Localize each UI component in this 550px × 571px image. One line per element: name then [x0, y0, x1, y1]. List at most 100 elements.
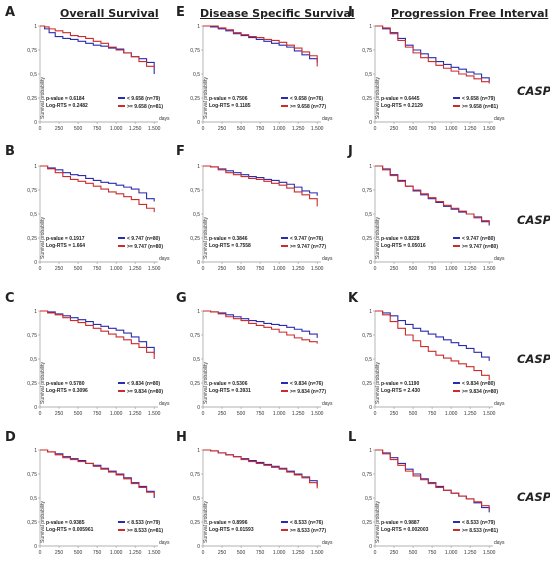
y-tick-label-l: 0,25: [362, 520, 372, 526]
panel-letter-b: B: [5, 144, 15, 159]
panel-letter-g: G: [176, 291, 187, 306]
x-tick-label-a: 500: [74, 126, 83, 132]
pvalue-text-h: p-value = 0.8996: [209, 520, 248, 526]
x-tick-label-j: 1.000: [445, 266, 458, 272]
x-tick-label-i: 0: [374, 126, 377, 132]
pvalue-text-g: p-value = 0.5306: [209, 381, 248, 387]
y-tick-label-f: 0,25: [190, 236, 200, 242]
survival-curve-low-b: [40, 165, 155, 202]
pvalue-text-d: p-value = 0.9385: [46, 520, 85, 526]
survival-curve-low-d: [40, 449, 155, 498]
survival-curve-low-e: [203, 25, 318, 63]
gene-label-casp9: CASP9: [517, 490, 550, 504]
y-tick-label-d: 0,25: [27, 520, 37, 526]
survival-curve-low-j: [375, 165, 490, 226]
y-axis-label-a: Survival probability: [40, 77, 46, 119]
survival-curve-low-i: [375, 25, 490, 82]
x-tick-label-g: 1.250: [292, 411, 305, 417]
x-unit-label-i: days: [494, 116, 505, 122]
x-unit-label-h: days: [322, 540, 333, 546]
y-tick-label-h: 1: [197, 448, 200, 454]
y-tick-label-l: 0,5: [365, 496, 372, 502]
x-tick-label-e: 0: [202, 126, 205, 132]
legend-label-low-h: < 8.533 (n=76): [290, 520, 323, 526]
x-tick-label-f: 0: [202, 266, 205, 272]
x-tick-label-h: 250: [218, 550, 227, 556]
column-title-disease-specific-survival: Disease Specific Survival: [200, 7, 355, 20]
km-chart-pfi-casp3: 0 0,25 0,5 0,75 1 0 250 500 750 1.000 1.250 1.500 da…: [362, 24, 505, 132]
x-tick-label-b: 500: [74, 266, 83, 272]
x-tick-label-d: 1.000: [110, 550, 123, 556]
survival-curve-low-k: [375, 310, 490, 361]
km-chart-os-casp3: 0 0,25 0,5 0,75 1 0 250 500 750 1.000 1.250 1.500 da…: [27, 24, 170, 132]
x-tick-label-l: 0: [374, 550, 377, 556]
survival-curve-low-f: [203, 165, 318, 196]
survival-curve-high-b: [40, 165, 155, 213]
x-unit-label-c: days: [159, 401, 170, 407]
survival-curve-high-c: [40, 310, 155, 359]
pvalue-text-c: p-value = 0.5780: [46, 381, 85, 387]
y-tick-label-i: 0,75: [362, 48, 372, 54]
y-tick-label-c: 0,75: [27, 333, 37, 339]
x-tick-label-d: 250: [55, 550, 64, 556]
x-tick-label-k: 750: [428, 411, 437, 417]
logrank-text-f: Log-RTS = 0.7558: [209, 243, 251, 249]
x-tick-label-j: 1.500: [483, 266, 496, 272]
legend-label-high-a: >= 9.658 (n=81): [127, 104, 163, 110]
y-tick-label-b: 0,25: [27, 236, 37, 242]
column-title-progression-free-interval: Progression Free Interval: [391, 7, 549, 20]
pvalue-text-i: p-value = 0.6445: [381, 96, 420, 102]
x-unit-label-a: days: [159, 116, 170, 122]
x-tick-label-k: 1.500: [483, 411, 496, 417]
x-tick-label-l: 500: [409, 550, 418, 556]
pvalue-text-b: p-value = 0.1917: [46, 236, 85, 242]
x-tick-label-h: 1.500: [311, 550, 324, 556]
x-tick-label-i: 1.250: [464, 126, 477, 132]
y-axis-label-g: Survival probability: [203, 362, 209, 404]
x-tick-label-f: 1.500: [311, 266, 324, 272]
x-tick-label-c: 1.250: [129, 411, 142, 417]
km-chart-dss-casp8: 0 0,25 0,5 0,75 1 0 250 500 750 1.000 1.250 1.500 da…: [190, 309, 333, 417]
y-tick-label-g: 0,25: [190, 381, 200, 387]
y-tick-label-b: 1: [34, 164, 37, 170]
logrank-text-a: Log-RTS = 0.2482: [46, 103, 88, 109]
legend-label-low-i: < 9.658 (n=79): [462, 96, 495, 102]
logrank-text-j: Log-RTS = 0.05016: [381, 243, 426, 249]
y-axis-label-j: Survival probability: [375, 217, 381, 259]
x-tick-label-b: 1.250: [129, 266, 142, 272]
survival-curve-high-d: [40, 449, 155, 497]
x-tick-label-b: 1.500: [148, 266, 161, 272]
y-tick-label-j: 0,5: [365, 212, 372, 218]
logrank-text-d: Log-RTS = 0.005961: [46, 527, 94, 533]
y-tick-label-e: 0,25: [190, 96, 200, 102]
panel-letter-e: E: [176, 5, 185, 20]
km-chart-pfi-casp7: 0 0,25 0,5 0,75 1 0 250 500 750 1.000 1.250 1.500 da…: [362, 164, 505, 272]
x-tick-label-h: 750: [256, 550, 265, 556]
x-tick-label-c: 750: [93, 411, 102, 417]
x-unit-label-d: days: [159, 540, 170, 546]
y-tick-label-j: 0,75: [362, 188, 372, 194]
x-tick-label-g: 1.500: [311, 411, 324, 417]
panel-letter-a: A: [5, 5, 16, 20]
y-tick-label-j: 0: [369, 260, 372, 266]
pvalue-text-l: p-value = 0.9887: [381, 520, 420, 526]
survival-curve-high-e: [203, 25, 318, 67]
y-tick-label-a: 0,25: [27, 96, 37, 102]
y-tick-label-c: 0,5: [30, 357, 37, 363]
y-tick-label-i: 0,5: [365, 72, 372, 78]
y-tick-label-g: 1: [197, 309, 200, 315]
x-tick-label-l: 250: [390, 550, 399, 556]
survival-curve-high-k: [375, 310, 490, 381]
y-axis-label-c: Survival probability: [40, 362, 46, 404]
x-tick-label-c: 1.500: [148, 411, 161, 417]
panel-letter-f: F: [176, 144, 185, 159]
x-tick-label-d: 1.250: [129, 550, 142, 556]
x-tick-label-d: 1.500: [148, 550, 161, 556]
x-unit-label-l: days: [494, 540, 505, 546]
y-tick-label-k: 0,75: [362, 333, 372, 339]
legend-label-low-b: < 9.747 (n=80): [127, 236, 160, 242]
x-tick-label-g: 500: [237, 411, 246, 417]
pvalue-text-k: p-value = 0.1190: [381, 381, 419, 387]
x-tick-label-j: 250: [390, 266, 399, 272]
y-tick-label-i: 0,25: [362, 96, 372, 102]
